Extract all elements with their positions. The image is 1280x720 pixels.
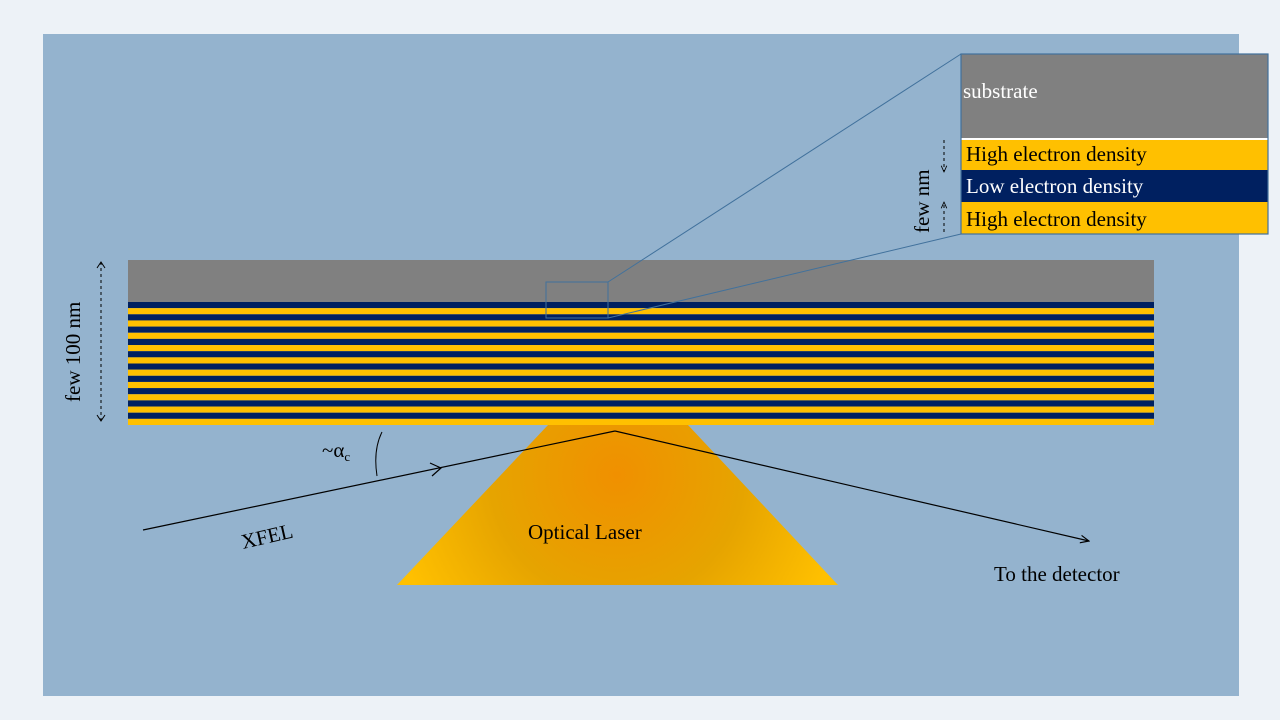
reflected-beam: [614, 430, 1089, 541]
few-nm-label: few nm: [910, 169, 934, 233]
inset-substrate: [961, 54, 1268, 138]
high-density-layer: [128, 381, 1154, 389]
detector-label: To the detector: [994, 562, 1120, 586]
xfel-label: XFEL: [239, 519, 296, 554]
low-density-layer: [128, 314, 1154, 321]
high-density-layer: [128, 320, 1154, 327]
few-100nm-label: few 100 nm: [61, 302, 85, 402]
high-density-layer: [128, 357, 1154, 364]
optical-laser-label: Optical Laser: [528, 520, 642, 544]
low-density-layer: [128, 388, 1154, 395]
angle-arc: [375, 431, 383, 477]
few-100nm-dimension: few 100 nm: [61, 261, 106, 422]
magnify-region: [545, 281, 609, 319]
inset-zoom: substrate High electron density Low elec…: [960, 53, 1269, 235]
low-density-layer: [128, 351, 1154, 358]
angle-label: ~αc: [322, 438, 350, 464]
inset-gap: [961, 138, 1268, 140]
high-density-layer: [128, 394, 1154, 401]
high-density-layer: [128, 369, 1154, 376]
high-density-layer: [128, 308, 1154, 315]
xfel-beam: [142, 430, 616, 531]
inset-high-density-1: [961, 140, 1268, 170]
low-density-layer: [128, 302, 1154, 309]
inset-high-density-label-1: High electron density: [966, 142, 1147, 166]
low-density-layer: [128, 338, 1154, 346]
inset-low-density: [961, 170, 1268, 202]
inset-high-density-label-2: High electron density: [966, 207, 1147, 231]
low-density-layer: [128, 363, 1154, 370]
high-density-layer: [128, 332, 1154, 339]
high-density-layer: [128, 345, 1154, 352]
low-density-layer: [128, 375, 1154, 382]
substrate-block: [128, 260, 1154, 302]
high-density-layer: [128, 406, 1154, 413]
high-density-layer: [128, 418, 1154, 425]
layer-stripes: [128, 302, 1154, 425]
optical-laser-beam: [397, 425, 838, 585]
inset-border: [960, 53, 1269, 235]
few-nm-dimension: few nm: [910, 140, 944, 233]
callout-line-top: [607, 53, 962, 283]
low-density-layer: [128, 412, 1154, 419]
inset-substrate-label: substrate: [963, 79, 1038, 103]
callout-line-bottom: [607, 233, 962, 319]
low-density-layer: [128, 326, 1154, 333]
low-density-layer: [128, 400, 1154, 407]
multilayer-stack: [128, 260, 1154, 425]
inset-high-density-2: [961, 202, 1268, 234]
inset-low-density-label: Low electron density: [966, 174, 1144, 198]
